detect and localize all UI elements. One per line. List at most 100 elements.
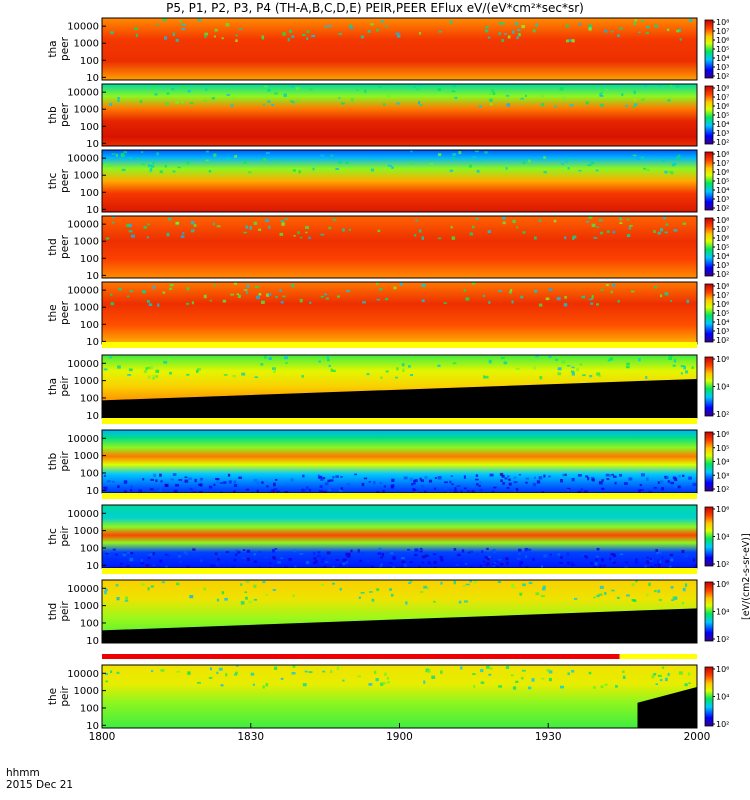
x-tick-label: 2000 [684, 731, 711, 743]
colorbar-tick-label: 10⁸ [716, 150, 729, 159]
y-tick-label: 10000 [67, 434, 99, 445]
noise-thb-peer [109, 84, 680, 108]
y-tick-label: 10000 [67, 220, 99, 231]
colorbar-tick-label: 10³ [716, 261, 729, 270]
colorbar-tick-label: 10⁴ [716, 120, 729, 129]
y-tick-label: 1000 [74, 601, 99, 612]
panel-name: the [47, 688, 59, 705]
colorbar-tick-label: 10⁸ [716, 282, 729, 291]
colorbar-tick-label: 10² [716, 720, 729, 729]
colorbar-thd-peer [704, 217, 714, 277]
colorbar-tick-label: 10² [716, 336, 729, 345]
panel-name: thd [47, 603, 59, 620]
colorbar-tick-label: 10⁷ [716, 291, 729, 300]
status-bar-yellow [619, 654, 697, 659]
time-axis-label: hhmm [6, 767, 40, 779]
panel-name: thc [47, 528, 59, 545]
y-tick-label: 1000 [74, 376, 99, 387]
y-tick-label: 100 [80, 320, 99, 331]
colorbar-tick-label: 10² [716, 410, 729, 419]
colorbar-tick-label: 10³ [716, 327, 729, 336]
colorbar-tick-label: 10⁶ [716, 102, 729, 111]
panel-frame [101, 149, 698, 213]
colorbar-tick-label: 10⁴ [716, 458, 729, 467]
panel-frame [101, 215, 698, 279]
panel-frame [101, 17, 698, 81]
panel-name: thc [47, 173, 59, 190]
colorbar-tick-label: 10⁶ [716, 168, 729, 177]
y-tick-label: 1000 [74, 237, 99, 248]
panel-name-type: peir [59, 526, 71, 547]
panel-thd-peir: 10 100 1000 10000 thd peir 10² 10⁴ 10⁶ [47, 579, 729, 647]
panel-name: tha [47, 40, 59, 57]
colorbar-tick-label: 10⁷ [716, 225, 729, 234]
colorbar-the-peer [704, 283, 714, 343]
y-tick-label: 10000 [67, 154, 99, 165]
colorbar-tick-label: 10² [716, 204, 729, 213]
y-tick-label: 10 [86, 337, 99, 348]
y-tick-label: 10 [86, 271, 99, 282]
spectrogram-thb-peir [102, 430, 697, 493]
panel-name: tha [47, 378, 59, 395]
panel-name-type: peer [59, 300, 71, 325]
panel-name-type: peer [59, 234, 71, 259]
colorbar-tick-label: 10² [716, 72, 729, 81]
colorbar-tick-label: 10⁶ [716, 234, 729, 243]
y-tick-label: 100 [80, 56, 99, 67]
panel-name-type: peer [59, 36, 71, 61]
no-data-region [637, 687, 697, 728]
y-tick-label: 1000 [74, 39, 99, 50]
colorbar-tha-peer [704, 19, 714, 79]
y-tick-label: 10000 [67, 88, 99, 99]
y-tick-label: 10 [86, 73, 99, 84]
noise-thc-peer [104, 150, 681, 175]
colorbar-tick-label: 10⁷ [716, 93, 729, 102]
panel-tha-peir: 10 100 1000 10000 tha peir 10² 10⁴ 10⁶ [47, 354, 729, 422]
colorbar-tick-label: 10² [716, 635, 729, 644]
x-tick-label: 1800 [89, 731, 116, 743]
colorbar-tick-label: 10⁴ [716, 318, 729, 327]
status-bar [102, 418, 697, 424]
y-tick-label: 10 [86, 411, 99, 422]
y-tick-label: 10000 [67, 286, 99, 297]
colorbar-tick-label: 10⁵ [716, 243, 729, 252]
colorbar-tick-label: 10⁶ [716, 665, 729, 674]
colorbar-thc-peer [704, 151, 714, 211]
panel-name: thb [47, 452, 59, 470]
panel-name-type: peer [59, 102, 71, 127]
y-tick-label: 100 [80, 468, 99, 479]
noise-thd-peir [104, 580, 688, 605]
y-tick-label: 10 [86, 561, 99, 572]
colorbar-tick-label: 10⁴ [716, 252, 729, 261]
colorbar-tick-label: 10³ [716, 471, 729, 480]
colorbar-units-label: [eV/(cm2-s-sr-eV)] [741, 533, 750, 620]
colorbar-tick-label: 10² [716, 560, 729, 569]
panel-name: the [47, 304, 59, 321]
noise-thd-peer [105, 216, 687, 240]
colorbar-tick-label: 10⁴ [716, 186, 729, 195]
panel-name-type: peir [59, 451, 71, 472]
colorbar-tick-label: 10⁵ [716, 111, 729, 120]
colorbar-thc-peir [704, 506, 714, 567]
colorbar-tick-label: 10⁵ [716, 177, 729, 186]
y-tick-label: 10000 [67, 509, 99, 520]
colorbar-tick-label: 10² [716, 138, 729, 147]
y-tick-label: 10 [86, 205, 99, 216]
colorbar-tick-label: 10⁴ [716, 383, 729, 392]
y-tick-label: 10000 [67, 359, 99, 370]
colorbar-tick-label: 10³ [716, 129, 729, 138]
colorbar-tick-label: 10⁸ [716, 18, 729, 27]
panel-name: thd [47, 238, 59, 255]
spectrogram-thd-peer [102, 216, 697, 278]
colorbar-tick-label: 10⁵ [716, 309, 729, 318]
status-bar [102, 493, 697, 499]
y-tick-label: 1000 [74, 105, 99, 116]
y-tick-label: 10 [86, 139, 99, 150]
y-tick-label: 100 [80, 393, 99, 404]
panel-thd-peer: 10 100 1000 10000 thd peer 10²10³10⁴10⁵10⁶10⁷1… [47, 215, 729, 282]
colorbar-thb-peir [704, 431, 714, 492]
y-tick-label: 1000 [74, 526, 99, 537]
colorbar-tha-peir [704, 356, 714, 417]
noise-the-peir [105, 665, 691, 690]
colorbar-tick-label: 10⁶ [716, 355, 729, 364]
